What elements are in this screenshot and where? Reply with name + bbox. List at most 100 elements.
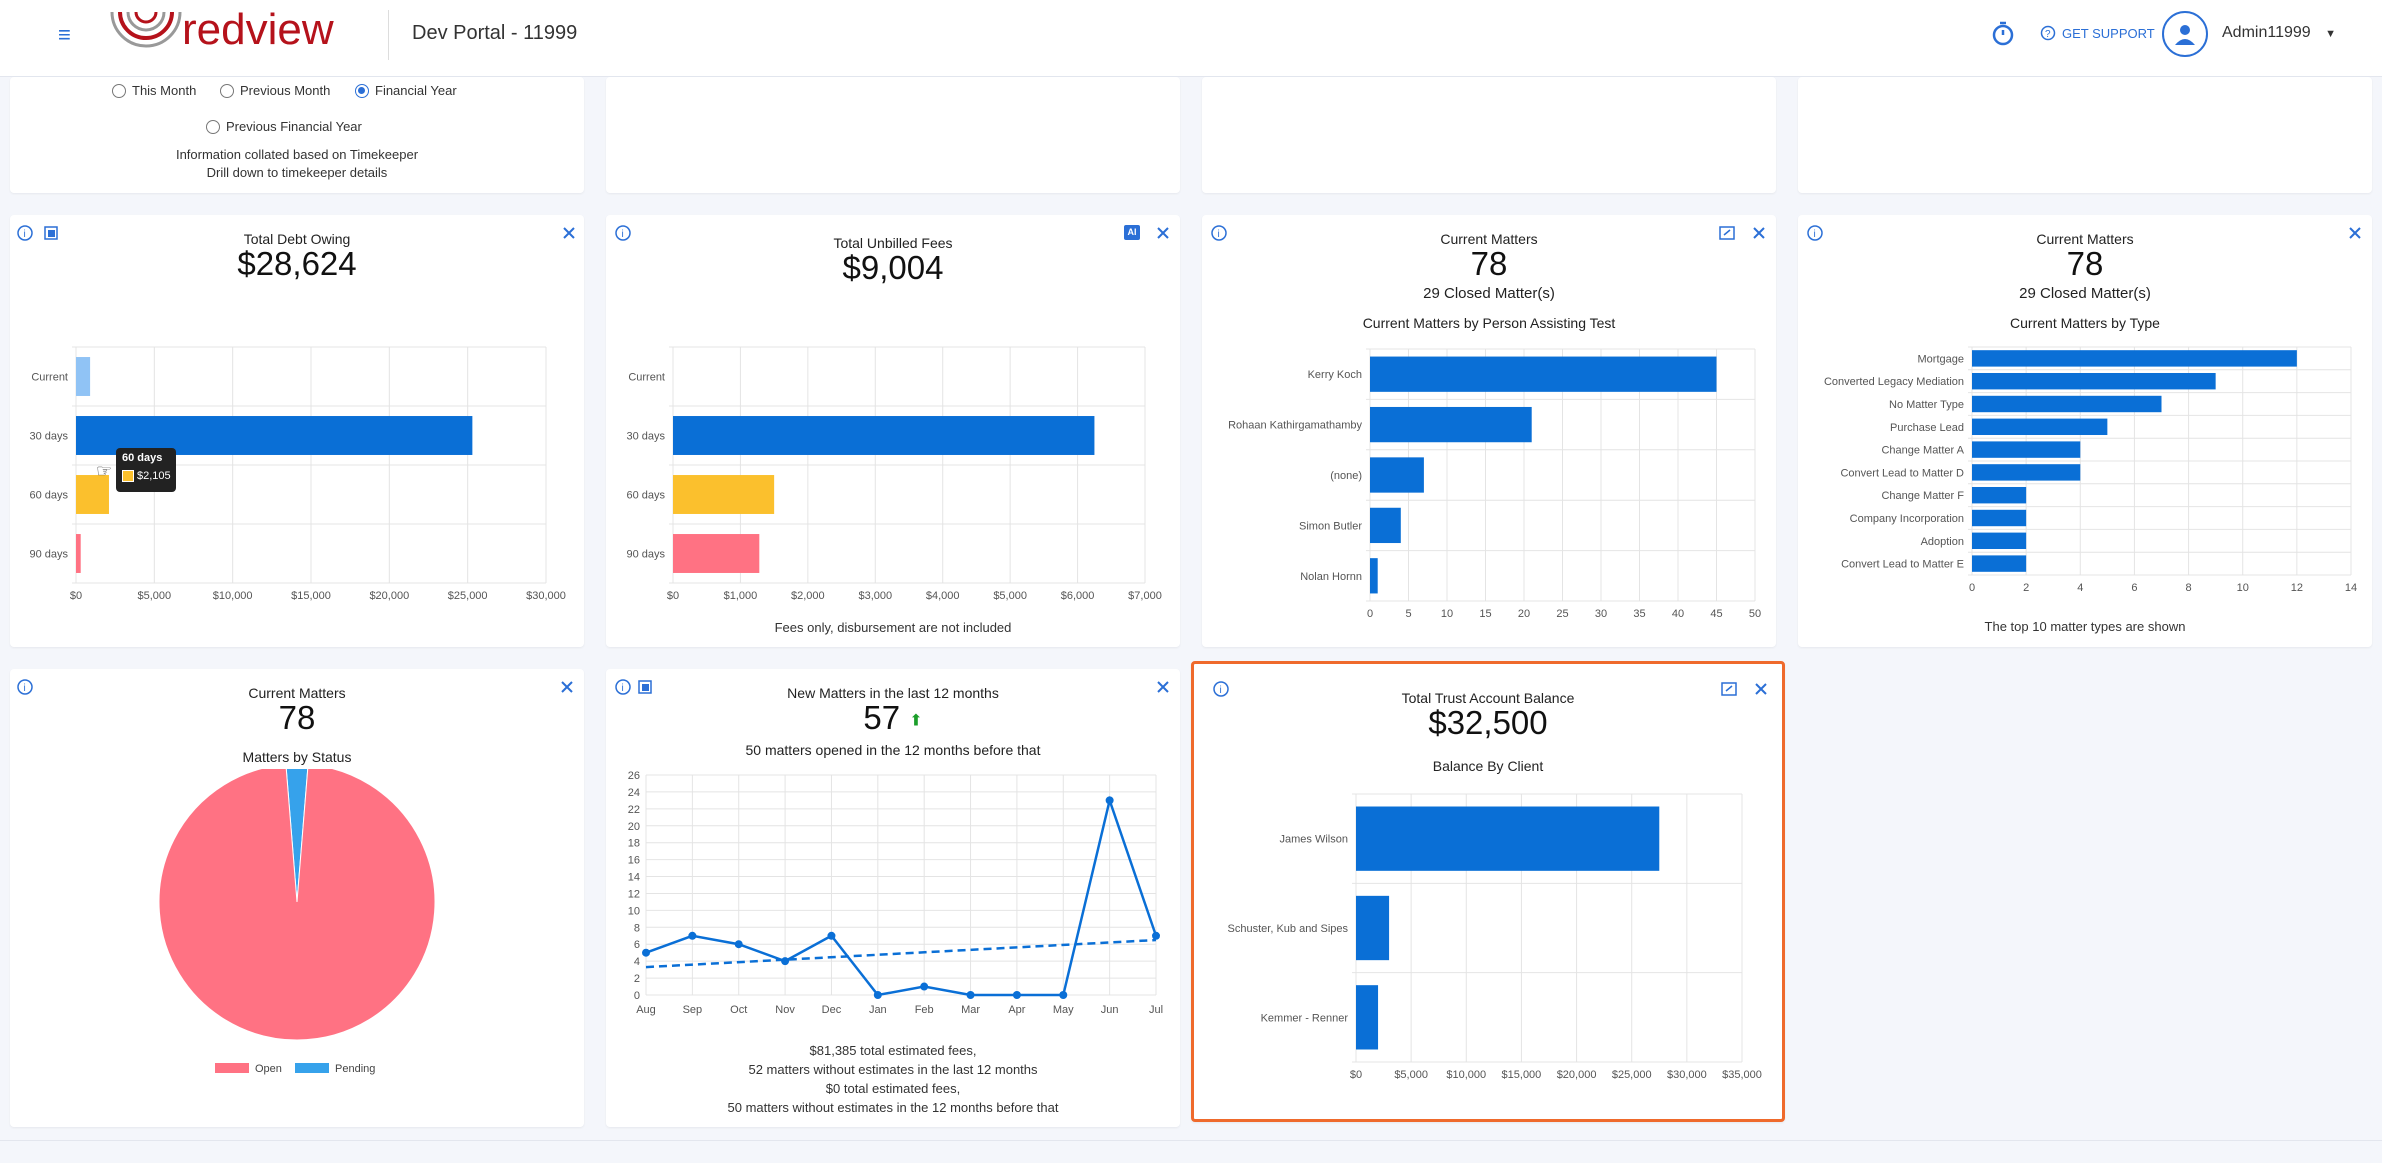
radio-label: Previous Month — [240, 83, 331, 98]
close-icon[interactable] — [1154, 678, 1172, 696]
x-tick-label: $6,000 — [1061, 590, 1095, 602]
matters-type-card[interactable]: i Current Matters 78 29 Closed Matter(s)… — [1798, 215, 2372, 647]
y-tick-label: Adoption — [1921, 536, 1964, 548]
portal-title: Dev Portal - 11999 — [412, 22, 578, 44]
top-card-3 — [1202, 77, 1776, 193]
debt-owing-card[interactable]: i Total Debt Owing $28,624 $0 $5,000 $10,0… — [10, 215, 584, 647]
header-divider — [388, 10, 389, 60]
chart-bar — [1370, 558, 1378, 594]
unbilled-chart[interactable]: $0 $1,000 $2,000 $3,000 $4,000 $5,000 $6,000 $7… — [606, 257, 1180, 647]
trust-balance-chart[interactable]: $0 $5,000 $10,000 $15,000 $20,000 $25,000 $30,… — [1194, 782, 1788, 1112]
card-value: $32,500 — [1428, 704, 1548, 741]
svg-text:?: ? — [2045, 29, 2051, 40]
matters-status-pie[interactable]: Open Pending — [10, 769, 584, 1109]
new-matters-card[interactable]: i New Matters in the last 12 months 57 ⬆… — [606, 669, 1180, 1127]
close-icon[interactable] — [1154, 224, 1172, 242]
info-icon[interactable]: i — [1806, 224, 1824, 242]
unbilled-fees-card[interactable]: i AI Total Unbilled Fees $9,004 $0 $1,000… — [606, 215, 1180, 647]
info-icon[interactable]: i — [16, 224, 34, 242]
x-tick-label: $2,000 — [791, 590, 825, 602]
radio-financial-year[interactable]: Financial Year — [355, 83, 457, 98]
y-tick-label: Nolan Hornn — [1300, 571, 1362, 583]
matters-type-chart[interactable]: 0 2 4 6 8 10 12 14 Mortgage Converted Legacy Medi… — [1798, 333, 2372, 623]
close-icon[interactable] — [2346, 224, 2364, 242]
menu-icon[interactable]: ≡ — [58, 22, 71, 47]
x-tick-label: Dec — [822, 1004, 842, 1016]
chart-bar — [1356, 985, 1379, 1050]
table-view-icon[interactable] — [636, 678, 654, 696]
footer-bar — [0, 1140, 2382, 1163]
info-text-1: Information collated based on Timekeeper — [175, 147, 419, 162]
closed-count: 29 Closed Matter(s) — [2019, 285, 2151, 302]
user-menu[interactable]: Admin11999 ▼ — [2222, 24, 2336, 42]
radio-label: This Month — [132, 83, 197, 98]
radio-circle — [112, 83, 126, 98]
chart-bar — [1370, 406, 1532, 443]
tooltip-value: $2,105 — [137, 470, 171, 482]
y-tick-label: Schuster, Kub and Sipes — [1228, 923, 1349, 935]
expand-icon[interactable] — [1718, 224, 1736, 242]
close-icon[interactable] — [558, 678, 576, 696]
tooltip-title: 60 days — [122, 452, 163, 464]
matters-person-chart[interactable]: 0 5 10 15 20 25 30 35 40 45 50 Kerry Koch Rohaan Kat… — [1202, 335, 1776, 645]
y-tick-label: 24 — [628, 787, 640, 799]
get-support-link[interactable]: ? GET SUPPORT — [2040, 25, 2155, 41]
x-tick-label: $20,000 — [369, 590, 409, 602]
card-title: Current Matters — [2036, 231, 2134, 247]
card-value-row: 57 ⬆ — [606, 699, 1180, 737]
chart-bar — [1972, 441, 2081, 458]
expand-icon[interactable] — [1720, 680, 1738, 698]
card-value: 57 — [863, 699, 901, 736]
info-icon[interactable]: i — [614, 678, 632, 696]
y-tick-label: 16 — [628, 855, 640, 867]
info-icon[interactable]: i — [1210, 224, 1228, 242]
data-point — [966, 991, 975, 999]
ai-badge[interactable]: AI — [1124, 225, 1140, 240]
y-tick-label: Company Incorporation — [1850, 513, 1964, 525]
data-point — [1059, 991, 1068, 999]
x-tick-label: $30,000 — [526, 590, 566, 602]
card-value: $28,624 — [237, 245, 357, 282]
chart-bar — [1370, 356, 1717, 392]
radio-this-month[interactable]: This Month — [112, 83, 196, 98]
x-tick-label: $0 — [70, 590, 82, 602]
close-icon[interactable] — [560, 224, 578, 242]
y-tick-label: Convert Lead to Matter D — [1840, 467, 1964, 479]
chart-bar — [673, 534, 760, 573]
y-tick-label: 10 — [628, 905, 640, 917]
x-tick-label: 4 — [2077, 582, 2083, 594]
close-icon[interactable] — [1752, 680, 1770, 698]
card-value: 78 — [278, 699, 316, 736]
chart-bar — [1356, 806, 1660, 871]
svg-text:i: i — [622, 229, 624, 240]
brand-logo[interactable]: redview — [104, 4, 364, 60]
chart-bar — [1972, 509, 2027, 527]
pie-slice — [285, 769, 309, 903]
info-icon[interactable]: i — [614, 224, 632, 242]
svg-text:i: i — [622, 683, 624, 694]
top-card-2 — [606, 77, 1180, 193]
info-icon[interactable]: i — [16, 678, 34, 696]
radio-previous-month[interactable]: Previous Month — [220, 83, 330, 98]
matters-person-card[interactable]: i Current Matters 78 29 Closed Matter(s)… — [1202, 215, 1776, 647]
y-tick-label: 26 — [628, 770, 640, 782]
x-tick-label: $25,000 — [448, 590, 488, 602]
radio-previous-financial-year[interactable]: Previous Financial Year — [206, 119, 362, 134]
matters-status-card[interactable]: i Current Matters 78 Matters by Status O… — [10, 669, 584, 1127]
card-title: Total Trust Account Balance — [1401, 690, 1575, 706]
data-point — [781, 957, 790, 966]
debt-chart[interactable]: $0 $5,000 $10,000 $15,000 $20,000 $25,000 $30,… — [10, 257, 584, 647]
chart-bar — [1370, 507, 1401, 544]
y-tick-label: 12 — [628, 888, 640, 900]
timer-icon[interactable] — [1990, 20, 2016, 51]
x-tick-label: Nov — [775, 1004, 795, 1016]
close-icon[interactable] — [1750, 224, 1768, 242]
info-icon[interactable]: i — [1212, 680, 1230, 698]
x-tick-label: 35 — [1633, 608, 1645, 620]
avatar[interactable] — [2162, 11, 2208, 57]
chart-bar — [1972, 395, 2162, 413]
table-view-icon[interactable] — [42, 224, 60, 242]
trust-balance-card[interactable]: i Total Trust Account Balance $32,500 Ba… — [1191, 661, 1785, 1122]
y-tick-label: 90 days — [626, 549, 665, 561]
